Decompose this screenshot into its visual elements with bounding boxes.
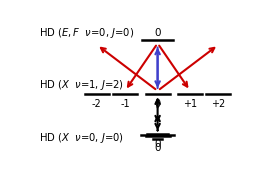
Text: -1: -1 (120, 99, 130, 109)
Text: 0: 0 (155, 99, 161, 109)
Text: 0: 0 (154, 27, 161, 38)
Text: 0: 0 (154, 139, 161, 149)
Text: -2: -2 (92, 99, 102, 109)
Text: HD ($X$  $\nu$=1, $J$=2): HD ($X$ $\nu$=1, $J$=2) (39, 78, 124, 92)
Text: HD ($E,F$  $\nu$=0, $J$=0): HD ($E,F$ $\nu$=0, $J$=0) (39, 25, 135, 39)
Text: +2: +2 (211, 99, 225, 109)
Text: HD ($X$  $\nu$=0, $J$=0): HD ($X$ $\nu$=0, $J$=0) (39, 131, 124, 145)
Text: +1: +1 (183, 99, 197, 109)
Text: 0: 0 (154, 143, 161, 153)
